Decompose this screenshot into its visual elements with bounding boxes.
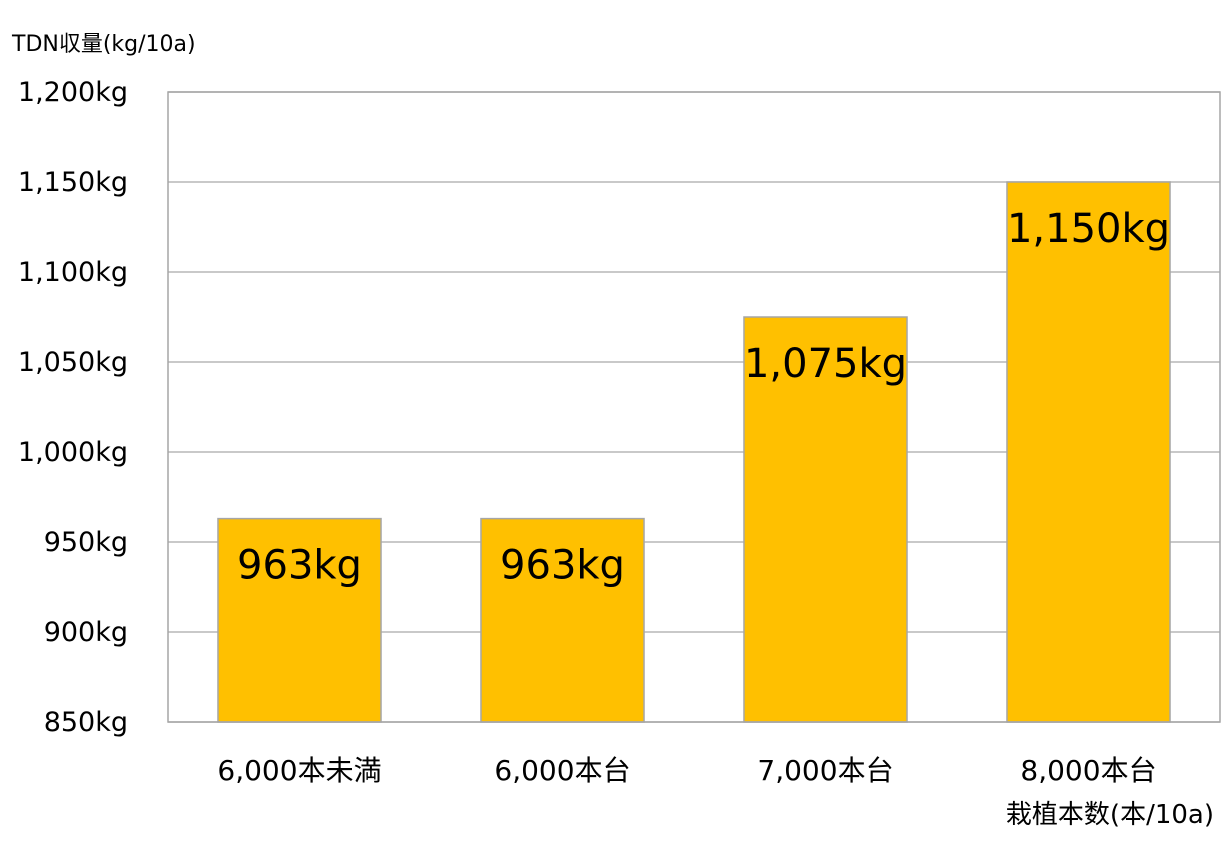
data-label: 963kg [500, 543, 625, 589]
bars [217, 181, 1171, 723]
data-label: 1,150kg [1007, 206, 1170, 252]
x-tick-labels: 6,000本未満 6,000本台 7,000本台 8,000本台 [217, 754, 1156, 787]
y-tick-label: 1,200kg [18, 77, 128, 108]
data-labels: 963kg 963kg 1,075kg 1,150kg [237, 206, 1170, 589]
data-label: 1,075kg [744, 341, 907, 387]
bar [743, 316, 908, 723]
y-tick-label: 950kg [44, 527, 128, 558]
x-tick-label: 6,000本台 [494, 754, 630, 787]
plot-frame [167, 91, 1221, 723]
x-tick-label: 8,000本台 [1020, 754, 1156, 787]
y-tick-label: 850kg [44, 707, 128, 738]
y-tick-label: 1,150kg [18, 167, 128, 198]
y-tick-labels: 850kg 900kg 950kg 1,000kg 1,050kg 1,100kg 1,15… [18, 77, 128, 738]
x-axis-title: 栽植本数(本/10a) [1005, 800, 1214, 830]
y-tick-label: 1,050kg [18, 347, 128, 378]
data-label: 963kg [237, 543, 362, 589]
y-axis-title: TDN収量(kg/10a) [12, 32, 196, 57]
bar [480, 517, 645, 723]
x-tick-label: 7,000本台 [757, 754, 893, 787]
y-tick-label: 1,100kg [18, 257, 128, 288]
bar [217, 517, 382, 723]
y-tick-label: 900kg [44, 617, 128, 648]
bar [1006, 181, 1171, 723]
y-tick-label: 1,000kg [18, 437, 128, 468]
x-tick-label: 6,000本未満 [217, 754, 381, 787]
